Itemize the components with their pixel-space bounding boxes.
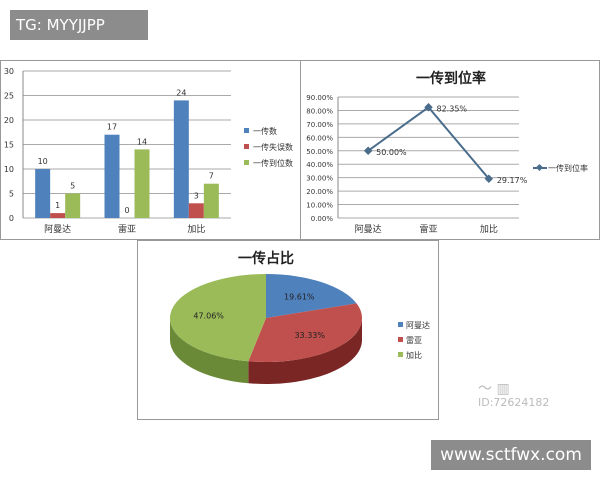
y-tick-label: 60.00% (306, 134, 333, 142)
legend-label: 加比 (406, 350, 422, 360)
bar (65, 193, 81, 218)
pie-chart-panel: 一传占比 19.61% 33.33% 47.06% 阿曼达雷亚加比 (137, 240, 439, 420)
data-label: 17 (107, 123, 117, 132)
y-tick-label: 40.00% (306, 161, 333, 169)
legend-label: 阿曼达 (406, 320, 430, 330)
chart-title: 一传占比 (238, 250, 294, 267)
y-tick-label: 10.00% (306, 202, 333, 210)
watermark: 〜 ▥ ID:72624182 (478, 381, 550, 409)
bar (50, 213, 66, 218)
legend-label: 一传到位数 (253, 158, 293, 168)
legend-swatch (398, 352, 403, 357)
x-tick-label: 雷亚 (419, 224, 437, 235)
data-label: 0 (124, 206, 129, 215)
y-tick-label: 80.00% (306, 107, 333, 115)
data-label: 50.00% (376, 148, 407, 157)
chart-title: 一传到位率 (416, 70, 486, 87)
bar (134, 149, 150, 218)
bar-chart: 051015202530阿曼达1015雷亚17014加比2437一传数一传失误数… (4, 67, 293, 235)
bar (35, 169, 51, 218)
pie-side (248, 318, 362, 384)
legend-swatch (244, 160, 249, 165)
y-tick-label: 30.00% (306, 175, 333, 183)
y-tick-label: 90.00% (306, 94, 333, 102)
data-label: 33.33% (294, 331, 325, 340)
y-tick-label: 15 (4, 141, 14, 150)
y-tick-label: 0 (9, 214, 14, 223)
site-label: www.sctfwx.com (431, 440, 591, 470)
data-label: 24 (176, 88, 186, 97)
legend-label: 一传数 (253, 126, 277, 136)
pie-slice (266, 274, 357, 318)
y-tick-label: 10 (4, 165, 14, 174)
y-tick-label: 5 (9, 190, 14, 199)
tg-label: TG: MYYJJPP (10, 10, 148, 40)
legend-label: 一传失误数 (253, 142, 293, 152)
data-point (484, 174, 494, 184)
data-label: 10 (38, 157, 48, 166)
data-label: 29.17% (497, 176, 528, 185)
bar (104, 134, 120, 218)
data-label: 19.61% (284, 292, 315, 301)
x-tick-label: 加比 (480, 223, 498, 235)
data-label: 14 (137, 137, 147, 146)
line-chart-panel: 一传到位率 0.00% 10.00% 20.00% 30.00% 40.00% 50.00%… (300, 60, 600, 240)
data-point (424, 103, 433, 112)
y-tick-label: 50.00% (306, 148, 333, 156)
y-tick-label: 25 (4, 92, 14, 101)
x-tick-label: 阿曼达 (44, 223, 71, 235)
y-tick-label: 20.00% (306, 188, 333, 196)
x-tick-label: 阿曼达 (355, 223, 382, 235)
bar (173, 100, 189, 218)
legend-swatch (398, 337, 403, 342)
line-chart: 一传到位率 0.00% 10.00% 20.00% 30.00% 40.00% 50.00%… (306, 70, 588, 235)
bar (203, 183, 219, 218)
data-label: 7 (209, 172, 214, 181)
legend-swatch (244, 144, 249, 149)
data-point (363, 146, 373, 156)
legend-swatch (398, 322, 403, 327)
legend-label: 雷亚 (406, 336, 422, 345)
x-tick-label: 加比 (187, 223, 205, 235)
y-tick-label: 30 (4, 67, 14, 76)
data-label: 1 (55, 201, 60, 210)
pie-slice (248, 303, 362, 362)
data-label: 47.06% (193, 312, 224, 321)
x-tick-label: 雷亚 (118, 224, 136, 235)
bar-chart-panel: 0 5 10 15 20 25 30 阿曼达 10 1 5 雷亚 17 0 14 加比 24 3 7 一传数 一传失误数… (0, 60, 301, 240)
pie-slice (169, 274, 266, 362)
y-tick-label: 70.00% (306, 121, 333, 129)
y-tick-label: 20 (4, 116, 14, 125)
data-label: 82.35% (437, 104, 468, 113)
data-label: 5 (70, 182, 75, 191)
y-tick-label: 0.00% (311, 215, 334, 223)
pie-side (170, 318, 249, 384)
legend-marker (535, 163, 544, 172)
data-label: 3 (194, 191, 199, 200)
legend-label: 一传到位率 (548, 163, 588, 173)
series-line (367, 105, 490, 180)
legend-swatch (244, 128, 249, 133)
bar (188, 203, 204, 218)
